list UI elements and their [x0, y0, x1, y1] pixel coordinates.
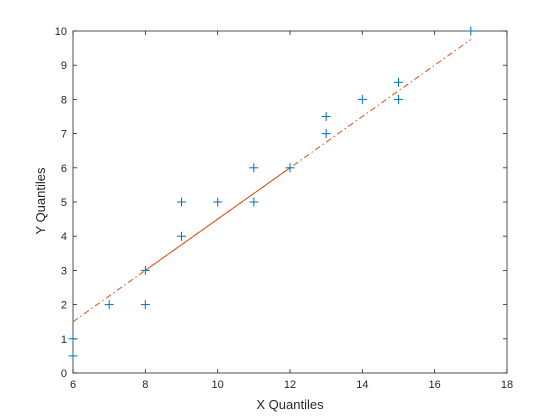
y-axis-label: Y Quantiles — [33, 167, 48, 234]
x-tick-label: 6 — [70, 379, 76, 391]
y-tick-label: 1 — [61, 334, 67, 346]
y-tick-label: 9 — [61, 60, 67, 72]
data-point — [249, 197, 259, 207]
x-tick-label: 8 — [142, 379, 148, 391]
y-tick-label: 7 — [61, 129, 67, 141]
data-point — [213, 197, 223, 207]
x-tick-label: 12 — [284, 379, 296, 391]
y-tick-label: 2 — [61, 300, 67, 312]
data-point — [249, 163, 259, 173]
x-tick-label: 14 — [356, 379, 368, 391]
reference-line-fit — [145, 167, 291, 271]
data-point — [177, 231, 186, 241]
data-point — [394, 77, 403, 87]
x-tick-label: 10 — [212, 379, 224, 391]
data-point — [68, 351, 78, 361]
data-point — [466, 26, 476, 36]
y-tick-label: 4 — [61, 231, 67, 243]
data-point — [68, 334, 78, 344]
y-axis-ticks: 0 1 2 3 4 5 6 7 8 9 10 — [55, 26, 507, 380]
y-tick-label: 8 — [61, 94, 67, 106]
y-tick-label: 6 — [61, 163, 67, 175]
reference-line — [72, 39, 472, 323]
data-point — [104, 300, 114, 310]
x-tick-label: 18 — [501, 379, 513, 391]
data-point — [285, 163, 295, 173]
y-tick-label: 10 — [55, 26, 67, 38]
axes-box — [72, 30, 508, 374]
data-point — [140, 300, 150, 310]
data-point — [140, 265, 150, 275]
data-point — [321, 112, 331, 121]
data-point — [394, 94, 403, 104]
y-tick-label: 3 — [61, 265, 67, 277]
y-tick-label: 0 — [61, 368, 67, 380]
axes-frame — [72, 30, 508, 374]
data-point — [357, 94, 367, 104]
y-tick-label: 5 — [61, 197, 67, 209]
x-tick-label: 16 — [429, 379, 441, 391]
data-point — [177, 197, 186, 207]
data-point — [321, 129, 331, 139]
x-axis-label: X Quantiles — [256, 397, 324, 412]
x-axis-ticks: 6 8 10 12 14 16 18 — [70, 31, 513, 391]
data-points — [68, 26, 476, 361]
